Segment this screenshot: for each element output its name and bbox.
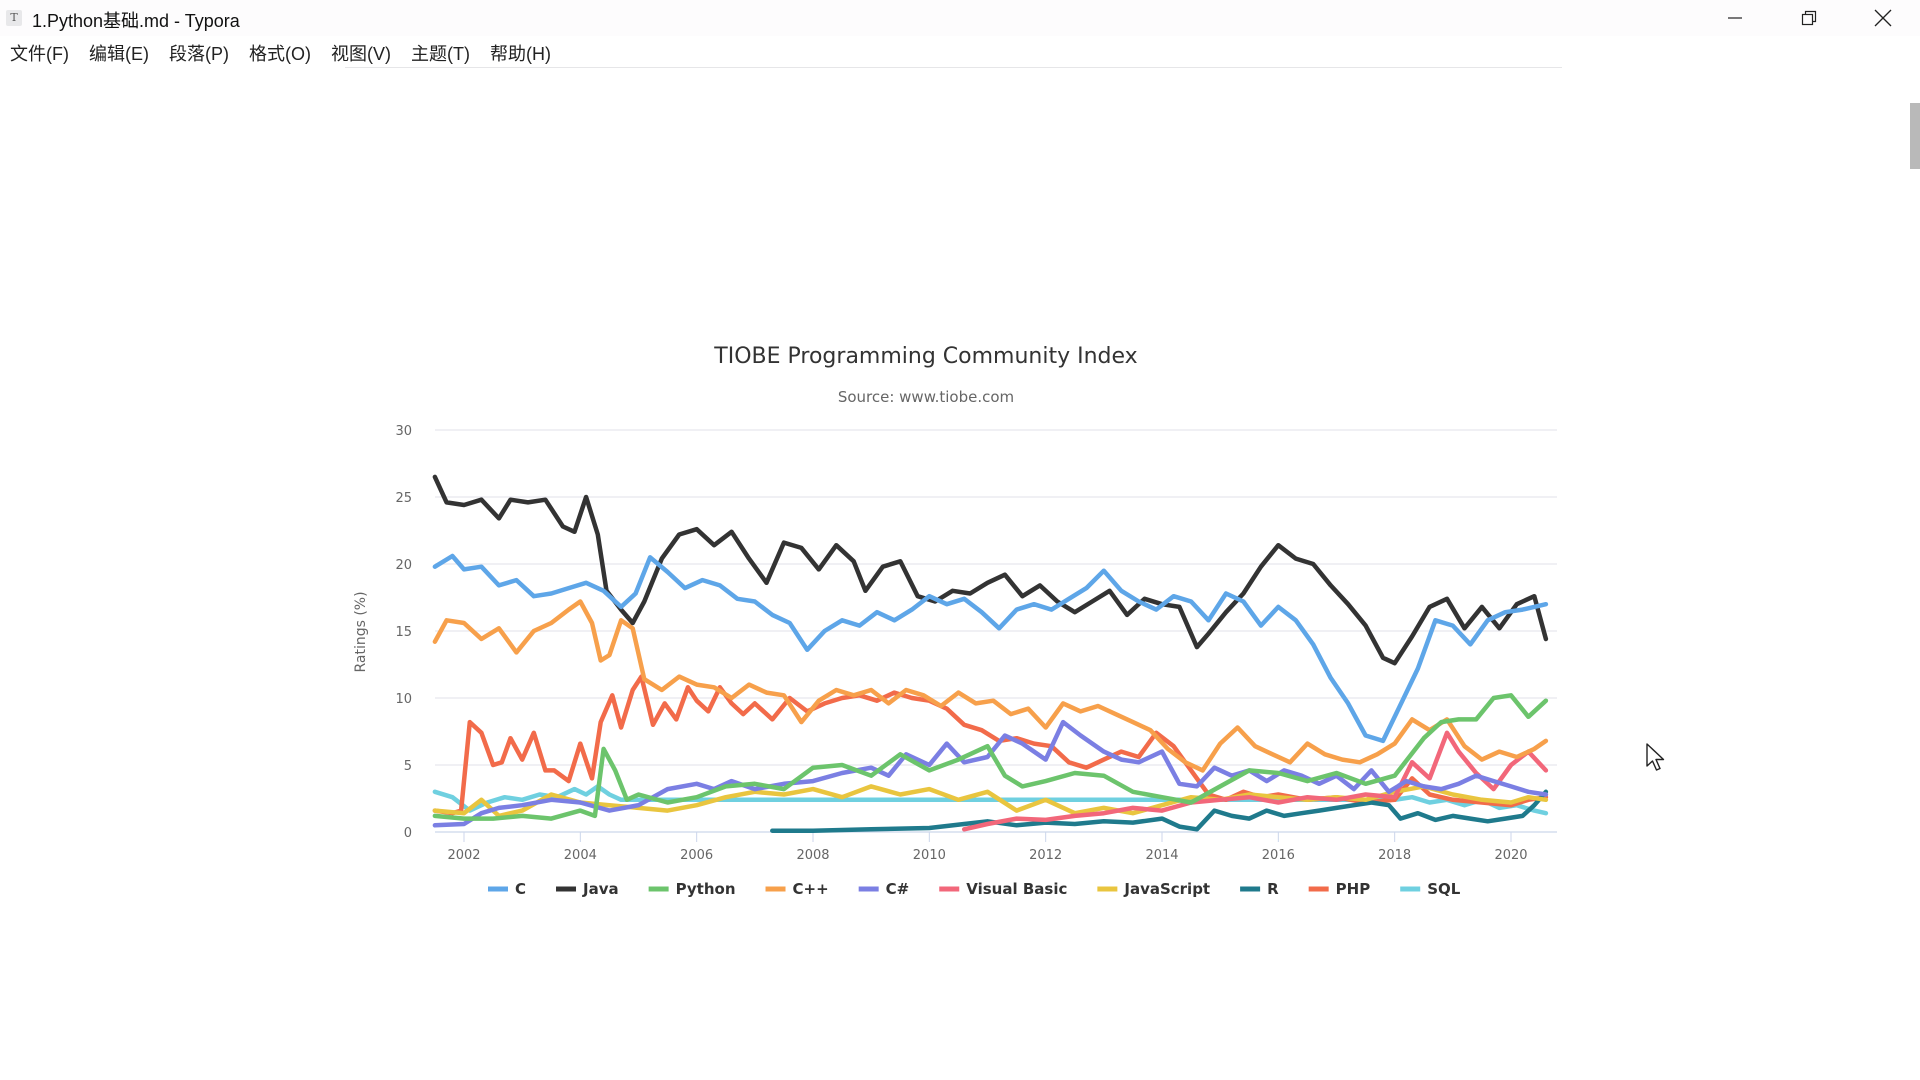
legend-item[interactable]: Python bbox=[648, 880, 736, 898]
tiobe-chart-image: TIOBE Programming Community Index Source… bbox=[340, 330, 1580, 920]
menu-edit[interactable]: 编辑(E) bbox=[88, 44, 149, 64]
x-tick-label: 2012 bbox=[1029, 848, 1062, 863]
close-icon bbox=[1874, 9, 1892, 27]
legend-item[interactable]: JavaScript bbox=[1097, 880, 1210, 898]
y-tick-label: 20 bbox=[395, 558, 412, 573]
x-tick-label: 2010 bbox=[913, 848, 946, 863]
legend-label: Java bbox=[582, 880, 619, 898]
legend-item[interactable]: C# bbox=[858, 880, 910, 898]
legend-label: R bbox=[1267, 880, 1279, 898]
legend-label: JavaScript bbox=[1123, 880, 1210, 898]
menu-bar: 文件(F) 编辑(E) 段落(P) 格式(O) 视图(V) 主题(T) 帮助(H… bbox=[0, 38, 1920, 68]
restore-icon bbox=[1801, 10, 1817, 26]
y-tick-label: 5 bbox=[404, 759, 412, 774]
menu-theme[interactable]: 主题(T) bbox=[410, 44, 470, 64]
menu-file[interactable]: 文件(F) bbox=[10, 44, 69, 64]
legend-label: Visual Basic bbox=[966, 880, 1067, 898]
legend-label: Python bbox=[676, 880, 736, 898]
chart-title: TIOBE Programming Community Index bbox=[713, 344, 1137, 369]
x-tick-label: 2004 bbox=[564, 848, 597, 863]
legend-label: C bbox=[515, 880, 526, 898]
menu-help[interactable]: 帮助(H) bbox=[489, 44, 551, 64]
x-tick-label: 2002 bbox=[447, 848, 480, 863]
chart-subtitle: Source: www.tiobe.com bbox=[838, 388, 1014, 406]
legend-item[interactable]: Java bbox=[556, 880, 619, 898]
series-line-java bbox=[432, 474, 1549, 666]
scrollbar-thumb[interactable] bbox=[1910, 103, 1920, 169]
vertical-scrollbar[interactable] bbox=[1908, 68, 1920, 1080]
legend-item[interactable]: C bbox=[488, 880, 526, 898]
x-tick-label: 2018 bbox=[1378, 848, 1411, 863]
series-lines bbox=[432, 474, 1549, 833]
y-tick-label: 0 bbox=[404, 826, 412, 841]
legend-item[interactable]: SQL bbox=[1400, 880, 1461, 898]
series-line-visual-basic bbox=[961, 730, 1549, 832]
x-tick-label: 2008 bbox=[796, 848, 829, 863]
minimize-button[interactable] bbox=[1700, 0, 1770, 36]
menu-view[interactable]: 视图(V) bbox=[330, 44, 391, 64]
y-axis-ticks: 0 5 10 15 20 25 30 bbox=[395, 424, 412, 841]
window-title: 1.Python基础.md - Typora bbox=[32, 11, 240, 31]
y-tick-label: 10 bbox=[395, 692, 412, 707]
legend-label: C++ bbox=[793, 880, 829, 898]
legend-label: C# bbox=[886, 880, 910, 898]
y-axis-label: Ratings (%) bbox=[353, 591, 369, 672]
series-line-c- bbox=[432, 719, 1549, 828]
menu-divider bbox=[345, 67, 1562, 68]
legend-label: PHP bbox=[1336, 880, 1371, 898]
series-line-r bbox=[770, 789, 1549, 833]
y-tick-label: 15 bbox=[395, 625, 412, 640]
menu-format[interactable]: 格式(O) bbox=[248, 44, 311, 64]
x-tick-label: 2016 bbox=[1262, 848, 1295, 863]
x-tick-label: 2006 bbox=[680, 848, 713, 863]
close-button[interactable] bbox=[1848, 0, 1918, 36]
typora-app-icon: T bbox=[6, 10, 22, 26]
minimize-icon bbox=[1728, 17, 1742, 19]
menu-paragraph[interactable]: 段落(P) bbox=[168, 44, 229, 64]
legend: C Java Python C++ C# Visual Basic JavaScript R P… bbox=[488, 880, 1461, 898]
x-tick-label: 2020 bbox=[1494, 848, 1527, 863]
tiobe-line-chart: TIOBE Programming Community Index Source… bbox=[353, 344, 1557, 898]
mouse-cursor-icon bbox=[1646, 743, 1665, 771]
gridlines bbox=[435, 429, 1557, 833]
title-bar: T 1.Python基础.md - Typora bbox=[0, 0, 1920, 36]
legend-label: SQL bbox=[1427, 880, 1461, 898]
series-line-c- bbox=[432, 599, 1549, 773]
legend-item[interactable]: R bbox=[1240, 880, 1279, 898]
legend-item[interactable]: Visual Basic bbox=[939, 880, 1067, 898]
series-line-c bbox=[432, 553, 1549, 744]
x-tick-label: 2014 bbox=[1145, 848, 1178, 863]
restore-button[interactable] bbox=[1774, 0, 1844, 36]
series-line-python bbox=[432, 693, 1549, 821]
x-axis-ticks: 2002 2004 2006 2008 2010 2012 2014 2016 2018 2020 bbox=[447, 832, 1528, 863]
y-tick-label: 25 bbox=[395, 491, 412, 506]
legend-item[interactable]: C++ bbox=[765, 880, 829, 898]
y-tick-label: 30 bbox=[395, 424, 412, 439]
legend-item[interactable]: PHP bbox=[1308, 880, 1371, 898]
